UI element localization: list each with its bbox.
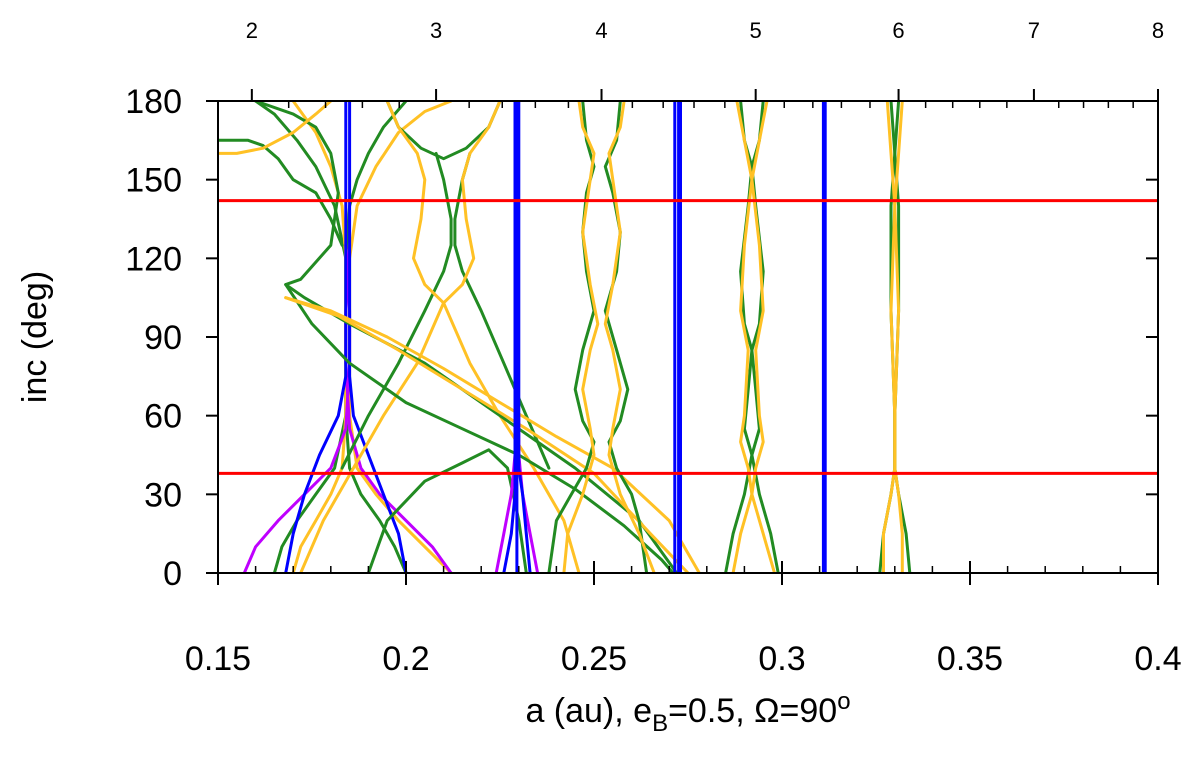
x-axis-label-middle: =0.5, Ω=90 [668, 692, 837, 730]
orange-curve-30 [603, 101, 656, 573]
top-tick-label: 5 [750, 18, 762, 43]
y-tick-label: 60 [144, 398, 182, 436]
blue-curve-24 [502, 101, 517, 573]
blue-curve-25 [517, 101, 532, 573]
y-tick-label: 30 [144, 476, 182, 514]
x-tick-label: 0.4 [1134, 640, 1181, 678]
top-tick-label: 4 [595, 18, 607, 43]
blue-curve-8 [348, 101, 408, 573]
y-axis-label: inc (deg) [16, 271, 54, 403]
x-tick-label: 0.35 [937, 640, 1003, 678]
x-axis-label: a (au), eB=0.5, Ω=90o [525, 688, 850, 737]
green-curve-16 [218, 138, 344, 247]
orange-curve-36 [731, 101, 754, 573]
green-curve-28 [603, 101, 649, 573]
y-tick-label: 150 [125, 162, 182, 200]
top-tick-label: 2 [246, 18, 258, 43]
orange-curve-43 [893, 101, 904, 573]
y-tick-label: 180 [125, 83, 182, 121]
top-tick-label: 8 [1152, 18, 1164, 43]
green-curve-11 [340, 151, 453, 470]
curves-group [218, 101, 912, 573]
orange-curve-20 [284, 296, 701, 573]
threshold-lines-group [218, 199, 1158, 475]
ticks-group [206, 89, 1159, 585]
top-tick-label: 7 [1028, 18, 1040, 43]
blue-curve-7 [284, 101, 348, 573]
orange-curve-37 [750, 101, 776, 573]
x-axis-label-subscript: B [652, 710, 668, 737]
x-tick-label: 0.25 [561, 640, 627, 678]
x-tick-label: 0.2 [382, 640, 429, 678]
top-tick-label: 6 [892, 18, 904, 43]
top-tick-label: 3 [430, 18, 442, 43]
y-tick-label: 90 [144, 319, 182, 357]
x-axis-label-main: a (au), e [525, 692, 652, 730]
x-tick-label: 0.15 [185, 640, 251, 678]
x-tick-label: 0.3 [758, 640, 805, 678]
green-curve-35 [750, 101, 780, 573]
orange-curve-29 [562, 101, 600, 573]
x-axis-label-superscript: o [837, 688, 850, 715]
y-tick-label: 0 [163, 555, 182, 593]
orange-curve-14 [299, 301, 446, 573]
y-tick-label: 120 [125, 240, 182, 278]
tick-labels-group: 0.15 0.2 0.25 0.3 0.35 0.4 2 3 4 5 6 7 8 0 30 60 90 120 15… [125, 18, 1181, 678]
orange-curve-19 [218, 101, 333, 155]
